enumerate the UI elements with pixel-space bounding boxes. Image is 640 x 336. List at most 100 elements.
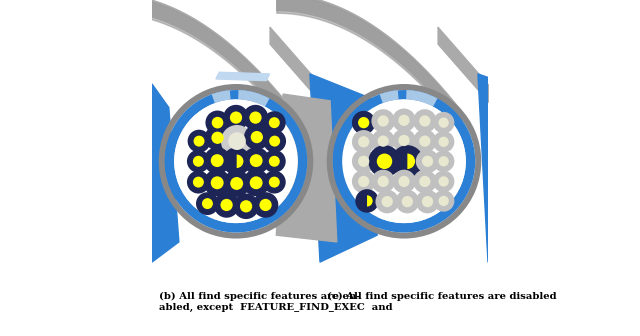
Circle shape (193, 136, 205, 146)
Circle shape (253, 192, 278, 218)
Circle shape (174, 99, 298, 223)
Text: (b) All find specific features are en-
abled, except  FEATURE_FIND_EXEC  and: (b) All find specific features are en- a… (159, 292, 392, 312)
Polygon shape (478, 74, 556, 262)
Circle shape (391, 145, 424, 177)
Circle shape (371, 109, 395, 133)
Circle shape (188, 130, 211, 153)
Circle shape (211, 154, 223, 167)
Circle shape (352, 130, 376, 154)
Circle shape (244, 124, 269, 150)
Circle shape (243, 105, 268, 130)
Circle shape (433, 112, 454, 133)
Polygon shape (310, 74, 377, 262)
Circle shape (416, 190, 439, 213)
Circle shape (416, 150, 439, 173)
Wedge shape (406, 90, 438, 107)
Circle shape (234, 194, 259, 219)
Circle shape (223, 170, 250, 197)
Circle shape (196, 192, 219, 215)
Circle shape (193, 177, 204, 187)
Circle shape (263, 171, 285, 194)
Circle shape (220, 199, 233, 211)
Circle shape (398, 135, 410, 146)
Circle shape (422, 156, 433, 167)
Wedge shape (367, 195, 372, 207)
Polygon shape (152, 84, 179, 262)
Circle shape (413, 170, 436, 193)
Text: (c) All find specific features are disabled: (c) All find specific features are disab… (327, 292, 556, 301)
Circle shape (263, 150, 285, 173)
Circle shape (433, 190, 454, 212)
Circle shape (419, 176, 431, 187)
Circle shape (392, 129, 416, 152)
Circle shape (228, 132, 246, 150)
Circle shape (371, 129, 395, 153)
Circle shape (263, 111, 285, 134)
Circle shape (263, 130, 286, 153)
Wedge shape (237, 155, 243, 168)
Circle shape (377, 154, 392, 169)
Circle shape (419, 135, 431, 147)
Circle shape (342, 99, 466, 223)
Circle shape (396, 190, 419, 213)
Circle shape (205, 125, 230, 151)
Circle shape (381, 196, 393, 207)
Circle shape (187, 150, 210, 173)
Circle shape (438, 196, 449, 206)
Circle shape (369, 145, 401, 177)
Circle shape (223, 105, 249, 130)
Circle shape (187, 171, 210, 194)
Wedge shape (212, 90, 230, 103)
Circle shape (413, 109, 436, 133)
Circle shape (230, 112, 242, 124)
Circle shape (378, 115, 389, 127)
Polygon shape (216, 72, 269, 81)
Circle shape (212, 117, 223, 128)
Circle shape (214, 192, 239, 218)
Circle shape (398, 115, 410, 126)
Circle shape (243, 147, 269, 174)
Circle shape (438, 118, 449, 128)
Circle shape (358, 156, 369, 167)
Circle shape (392, 109, 416, 132)
Circle shape (352, 150, 376, 173)
Circle shape (269, 136, 280, 146)
Circle shape (205, 111, 230, 135)
Circle shape (204, 147, 230, 174)
Circle shape (352, 111, 376, 134)
Circle shape (269, 117, 280, 128)
Circle shape (422, 196, 433, 207)
Circle shape (230, 177, 243, 190)
Circle shape (193, 156, 204, 167)
Circle shape (221, 125, 253, 157)
Circle shape (355, 189, 379, 213)
Circle shape (269, 156, 280, 167)
Circle shape (269, 177, 280, 187)
Circle shape (204, 169, 230, 196)
Wedge shape (238, 90, 269, 107)
Circle shape (376, 190, 399, 213)
Circle shape (402, 196, 413, 207)
Polygon shape (276, 94, 337, 242)
Circle shape (211, 132, 223, 144)
Circle shape (378, 176, 389, 187)
Circle shape (250, 154, 262, 167)
Circle shape (433, 171, 454, 192)
Circle shape (358, 136, 369, 148)
Circle shape (433, 151, 454, 172)
Circle shape (250, 112, 262, 124)
Circle shape (352, 170, 376, 193)
Circle shape (211, 176, 223, 189)
Circle shape (202, 198, 213, 209)
Circle shape (398, 176, 410, 187)
Circle shape (413, 129, 436, 153)
Circle shape (438, 176, 449, 186)
Circle shape (392, 170, 416, 193)
Circle shape (243, 169, 269, 196)
Wedge shape (380, 90, 399, 103)
Circle shape (433, 131, 454, 153)
Circle shape (371, 170, 395, 193)
Circle shape (358, 176, 369, 187)
Circle shape (240, 200, 252, 212)
Circle shape (378, 135, 389, 147)
